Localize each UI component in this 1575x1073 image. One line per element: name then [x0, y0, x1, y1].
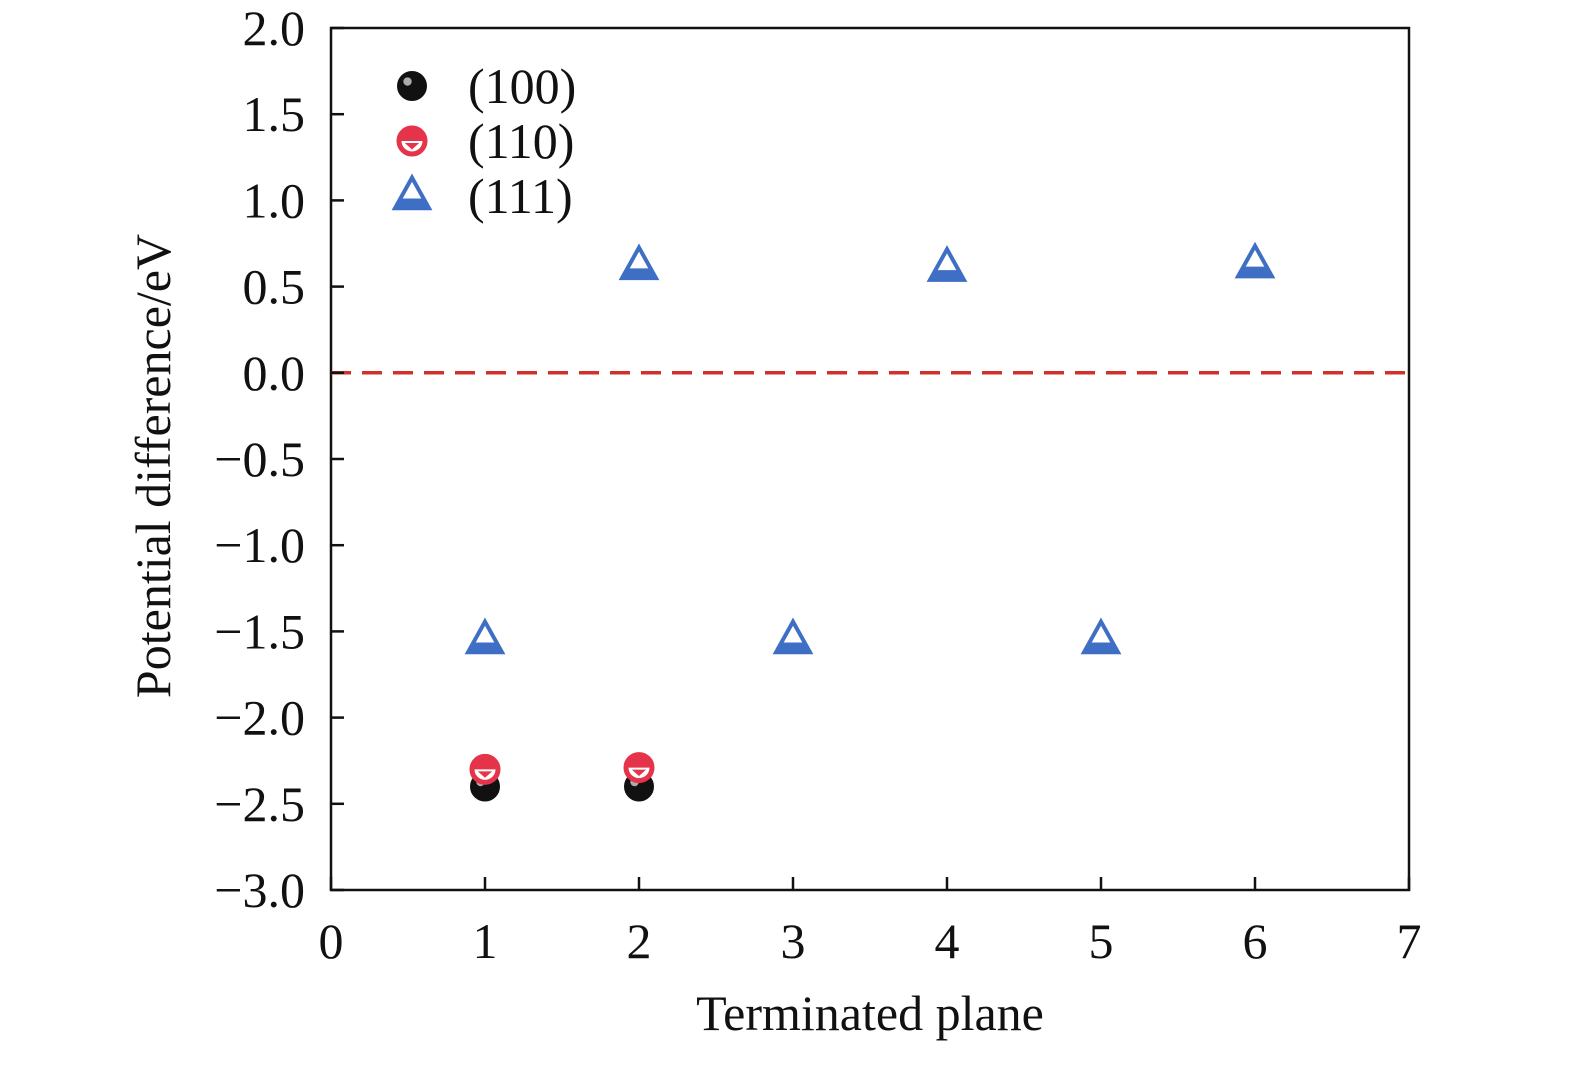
- x-tick-label: 3: [781, 913, 806, 969]
- y-tick-label: −2.0: [214, 690, 305, 746]
- axes: Terminated plane Potential difference/eV…: [125, 0, 1422, 1041]
- data-point-111: [1234, 241, 1276, 279]
- data-point-111: [1080, 617, 1122, 655]
- y-tick-label: 0.0: [243, 345, 306, 401]
- x-tick-label: 2: [627, 913, 652, 969]
- y-tick-label: 1.0: [243, 172, 306, 228]
- x-tick-label: 1: [473, 913, 498, 969]
- y-tick-label: 0.5: [243, 259, 306, 315]
- y-tick-label: 2.0: [243, 0, 306, 56]
- data-points: [464, 241, 1276, 802]
- data-point-110: [623, 752, 655, 784]
- legend: (100)(110)(111): [391, 58, 576, 224]
- y-tick-label: −1.0: [214, 517, 305, 573]
- y-tick-label: −2.5: [214, 776, 305, 832]
- x-tick-label: 6: [1243, 913, 1268, 969]
- data-point-111: [464, 617, 506, 655]
- legend-marker-111: [391, 173, 433, 211]
- legend-marker-100: [397, 71, 427, 101]
- data-point-111: [926, 245, 968, 282]
- x-tick-label: 7: [1397, 913, 1422, 969]
- y-tick-label: −0.5: [214, 431, 305, 487]
- legend-label-100: (100): [468, 58, 576, 114]
- legend-marker-110: [396, 125, 428, 157]
- y-tick-label: 1.5: [243, 86, 306, 142]
- data-point-111: [618, 243, 660, 281]
- y-tick-label: −3.0: [214, 862, 305, 918]
- x-tick-label: 5: [1089, 913, 1114, 969]
- data-point-111: [772, 617, 814, 655]
- x-tick-label: 0: [319, 913, 344, 969]
- legend-label-111: (111): [468, 168, 573, 224]
- x-tick-label: 4: [935, 913, 960, 969]
- legend-label-110: (110): [468, 113, 574, 169]
- data-point-110: [469, 753, 501, 785]
- y-axis-title: Potential difference/eV: [125, 234, 181, 698]
- x-axis-title: Terminated plane: [696, 985, 1044, 1041]
- y-tick-label: −1.5: [214, 603, 305, 659]
